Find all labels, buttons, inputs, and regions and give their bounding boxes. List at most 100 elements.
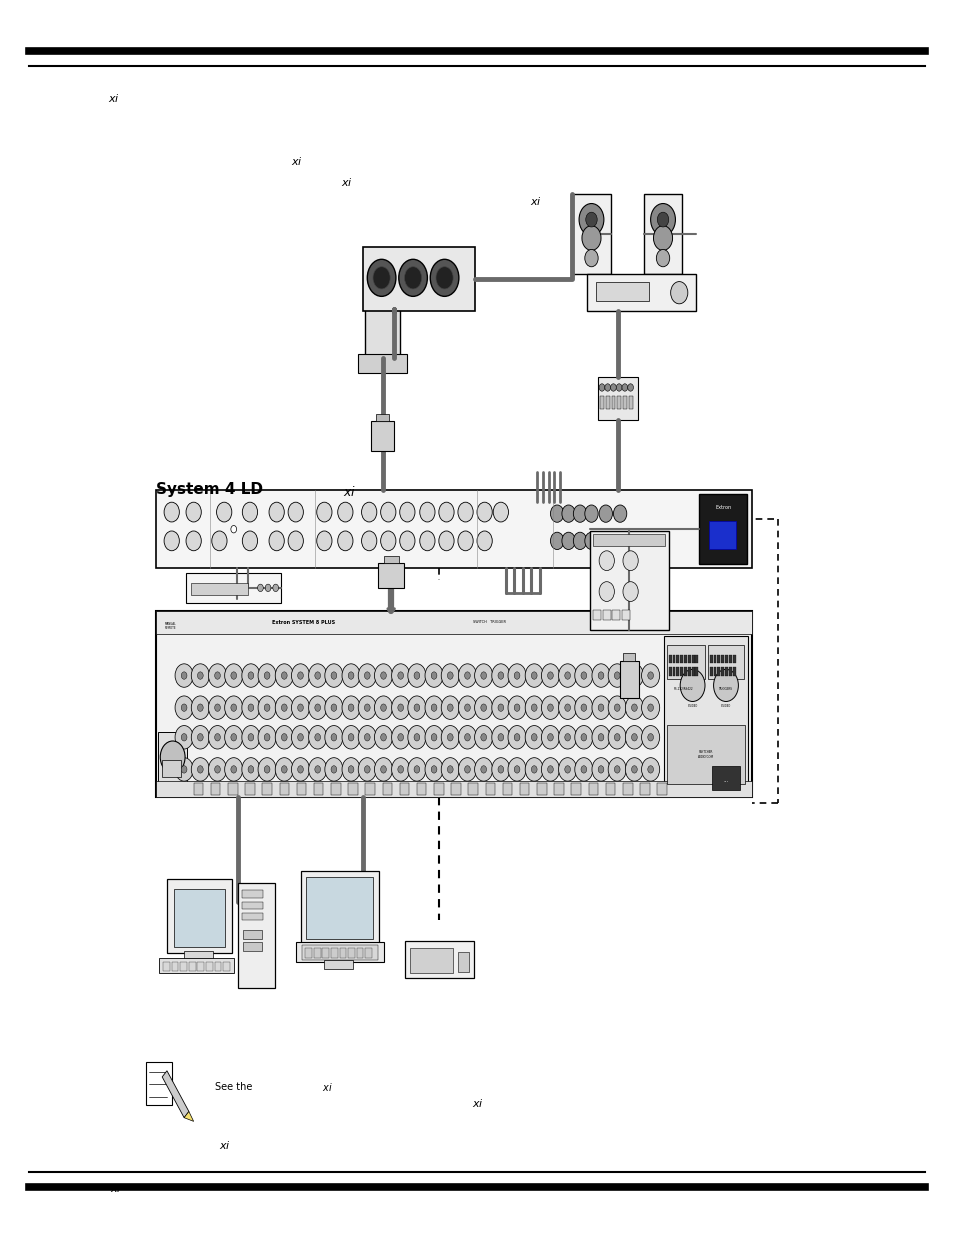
Circle shape <box>186 503 201 522</box>
Circle shape <box>598 766 603 773</box>
Bar <box>468 783 477 795</box>
Circle shape <box>348 734 354 741</box>
Circle shape <box>640 726 659 748</box>
Circle shape <box>408 697 426 719</box>
Circle shape <box>431 734 436 741</box>
Circle shape <box>497 766 503 773</box>
Circle shape <box>574 697 592 719</box>
Circle shape <box>374 664 393 687</box>
Bar <box>162 760 181 777</box>
Circle shape <box>281 704 287 711</box>
Circle shape <box>613 532 626 550</box>
Bar <box>732 667 735 676</box>
Bar <box>324 960 353 969</box>
Circle shape <box>514 734 519 741</box>
Bar <box>720 655 723 663</box>
Circle shape <box>670 282 687 304</box>
Circle shape <box>625 726 642 748</box>
Bar <box>365 504 403 525</box>
Circle shape <box>531 704 537 711</box>
Bar <box>238 883 274 988</box>
Bar <box>713 655 716 663</box>
Bar <box>605 783 615 795</box>
Circle shape <box>397 704 403 711</box>
Bar <box>158 732 187 782</box>
Circle shape <box>208 697 226 719</box>
Circle shape <box>309 664 326 687</box>
Circle shape <box>492 697 510 719</box>
Circle shape <box>558 726 576 748</box>
Bar <box>711 766 740 790</box>
Circle shape <box>540 757 558 782</box>
Circle shape <box>314 734 320 741</box>
Circle shape <box>622 582 638 601</box>
Circle shape <box>380 531 395 551</box>
Circle shape <box>208 726 226 748</box>
Circle shape <box>550 505 563 522</box>
Bar <box>197 962 204 971</box>
Circle shape <box>625 664 642 687</box>
Bar <box>410 948 453 973</box>
Circle shape <box>631 766 637 773</box>
Bar <box>416 783 426 795</box>
Circle shape <box>348 672 354 679</box>
Circle shape <box>374 757 393 782</box>
Circle shape <box>558 664 576 687</box>
Circle shape <box>297 672 303 679</box>
Bar <box>167 879 232 953</box>
Circle shape <box>361 503 376 522</box>
Circle shape <box>398 259 427 296</box>
Circle shape <box>580 766 586 773</box>
Circle shape <box>331 734 336 741</box>
Bar <box>683 655 686 663</box>
Bar <box>668 667 671 676</box>
Circle shape <box>374 726 393 748</box>
Polygon shape <box>162 1071 189 1118</box>
Circle shape <box>292 757 309 782</box>
Bar <box>724 667 727 676</box>
Circle shape <box>191 726 210 748</box>
Text: Extron: Extron <box>715 505 730 510</box>
Circle shape <box>650 204 675 236</box>
Circle shape <box>547 734 553 741</box>
Circle shape <box>297 704 303 711</box>
Circle shape <box>316 531 332 551</box>
Circle shape <box>424 757 442 782</box>
Circle shape <box>197 734 203 741</box>
Bar <box>159 958 233 973</box>
Circle shape <box>591 697 610 719</box>
Circle shape <box>374 697 393 719</box>
Circle shape <box>274 757 294 782</box>
Bar <box>622 783 632 795</box>
Circle shape <box>257 697 276 719</box>
Circle shape <box>397 672 403 679</box>
Circle shape <box>464 704 470 711</box>
Bar <box>302 945 377 960</box>
Circle shape <box>475 757 492 782</box>
Bar <box>485 783 495 795</box>
Circle shape <box>399 531 415 551</box>
Circle shape <box>475 697 492 719</box>
Circle shape <box>640 697 659 719</box>
Bar <box>314 783 323 795</box>
Text: $\it{xi}$: $\it{xi}$ <box>108 91 119 104</box>
Circle shape <box>337 503 353 522</box>
Circle shape <box>431 672 436 679</box>
Circle shape <box>598 704 603 711</box>
Circle shape <box>341 697 360 719</box>
Polygon shape <box>146 1062 172 1105</box>
Circle shape <box>281 672 287 679</box>
Circle shape <box>231 525 236 534</box>
Circle shape <box>248 672 253 679</box>
Circle shape <box>640 757 659 782</box>
Bar <box>709 655 712 663</box>
Bar <box>322 948 329 958</box>
Circle shape <box>274 664 294 687</box>
Circle shape <box>476 531 492 551</box>
Circle shape <box>414 672 419 679</box>
Circle shape <box>514 704 519 711</box>
Circle shape <box>447 766 453 773</box>
Bar <box>611 396 615 409</box>
Circle shape <box>265 584 271 592</box>
Circle shape <box>281 734 287 741</box>
